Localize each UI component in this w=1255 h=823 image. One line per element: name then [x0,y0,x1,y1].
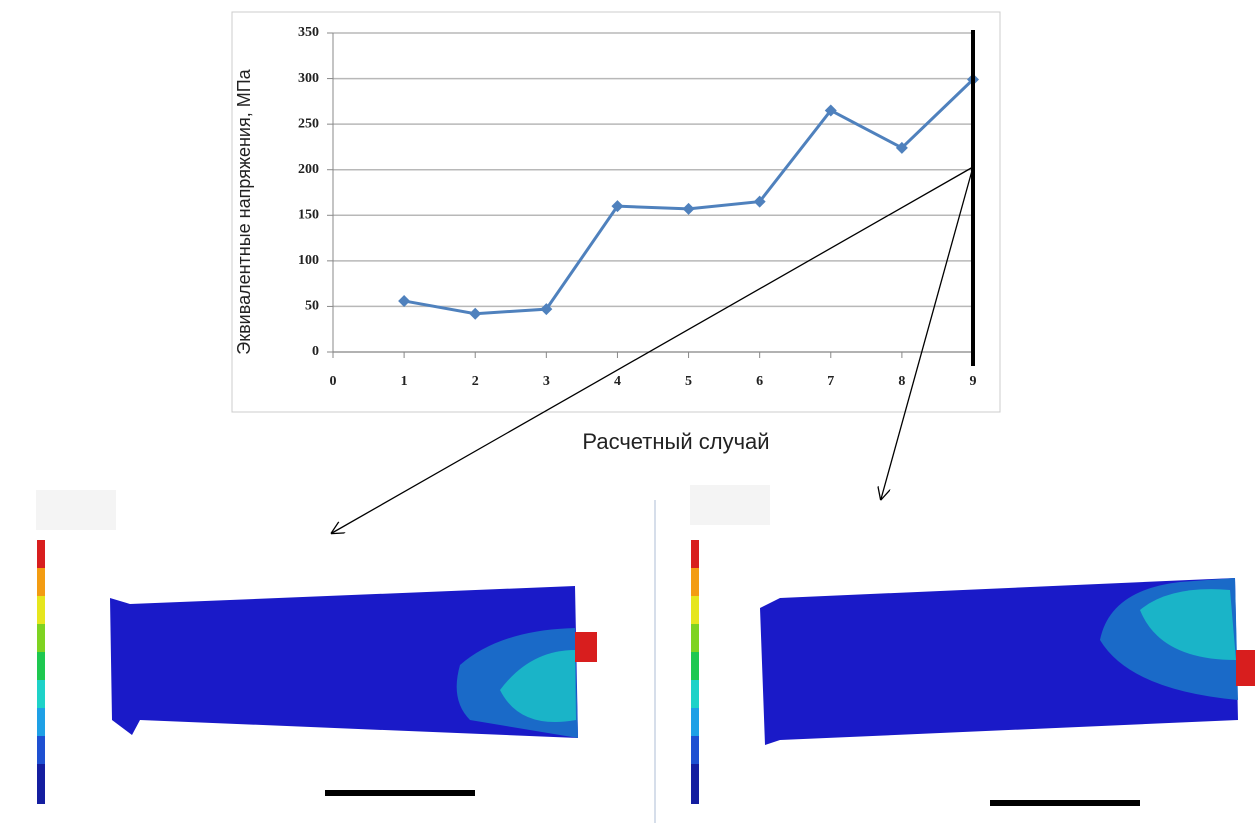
y-tick-label: 100 [298,253,319,268]
y-axis-label: Эквивалентные напряжения, МПа [234,68,254,354]
fea-left [36,490,597,804]
page: Эквивалентные напряжения, МПа Расчетный … [0,0,1255,823]
color-scale [691,540,699,804]
y-tick-label: 250 [298,116,319,131]
figure: Эквивалентные напряжения, МПа Расчетный … [0,0,1255,823]
x-tick-label: 4 [614,374,621,389]
y-tick-label: 50 [305,299,319,314]
color-scale [37,540,45,804]
x-tick-label: 9 [970,374,977,389]
stress-peak [1236,650,1255,686]
x-tick-label: 0 [330,374,337,389]
x-tick-label: 3 [543,374,550,389]
x-tick-label: 1 [401,374,408,389]
x-tick-label: 7 [827,374,834,389]
y-tick-label: 350 [298,25,319,40]
fea-header [36,490,116,530]
x-tick-label: 5 [685,374,692,389]
x-tick-label: 6 [756,374,763,389]
fea-right [690,485,1255,806]
y-tick-label: 0 [312,344,319,359]
x-axis-label: Расчетный случай [582,429,769,454]
fea-header [690,485,770,525]
stress-peak [575,632,597,662]
x-tick-label: 2 [472,374,479,389]
y-tick-label: 300 [298,71,319,86]
x-tick-label: 8 [898,374,905,389]
y-tick-label: 200 [298,162,319,177]
scale-bar [325,790,475,796]
y-tick-label: 150 [298,208,319,223]
scale-bar [990,800,1140,806]
